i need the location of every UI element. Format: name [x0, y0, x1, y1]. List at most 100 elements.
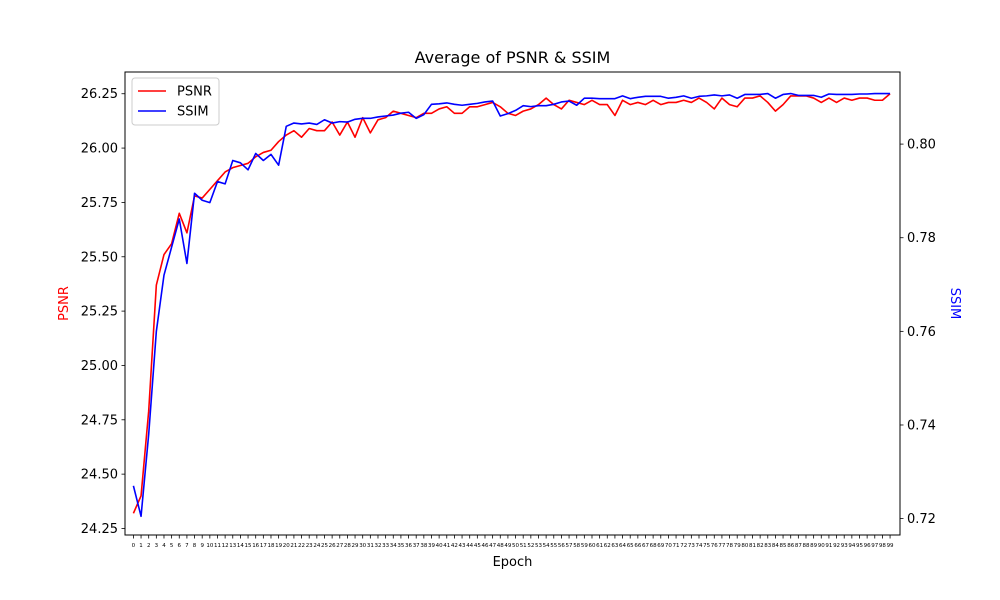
x-tick-label: 37	[413, 543, 420, 549]
x-tick-label: 5	[170, 543, 174, 549]
x-tick-label: 22	[298, 543, 305, 549]
x-tick-label: 56	[558, 543, 565, 549]
x-tick-label: 32	[374, 543, 381, 549]
x-tick-label: 60	[588, 543, 595, 549]
y-right-axis-ticks: 0.72 0.74 0.76 0.78 0.80	[900, 138, 936, 527]
x-tick-label: 46	[481, 543, 488, 549]
x-tick-label: 50	[512, 543, 519, 549]
legend-label-ssim: SSIM	[177, 105, 209, 120]
x-tick-label: 94	[848, 543, 855, 549]
x-tick-label: 33	[382, 543, 389, 549]
x-tick-label: 47	[489, 543, 496, 549]
x-axis-label: Epoch	[493, 555, 533, 570]
x-tick-label: 26	[329, 543, 336, 549]
y-left-axis-label: PSNR	[57, 286, 72, 321]
y-right-tick-label: 0.74	[907, 418, 936, 433]
x-tick-label: 51	[520, 543, 527, 549]
x-tick-label: 36	[405, 543, 412, 549]
x-tick-label: 31	[367, 543, 374, 549]
x-tick-label: 45	[474, 543, 481, 549]
x-tick-label: 1	[139, 543, 143, 549]
x-tick-label: 48	[497, 543, 504, 549]
x-tick-label: 63	[611, 543, 618, 549]
x-tick-label: 93	[841, 543, 848, 549]
x-tick-label: 97	[871, 543, 878, 549]
x-tick-label: 39	[428, 543, 435, 549]
x-tick-label: 28	[344, 543, 351, 549]
x-tick-label: 25	[321, 543, 328, 549]
x-tick-label: 20	[283, 543, 290, 549]
x-tick-label: 49	[504, 543, 511, 549]
series-line-ssim	[132, 92, 891, 518]
x-tick-label: 2	[147, 543, 151, 549]
x-tick-label: 80	[741, 543, 748, 549]
y-right-tick-label: 0.78	[907, 231, 936, 246]
x-axis-ticks: 0 1 2 3 4 5 6 7 8 9 10 11 12 13 14 15 16 17 18 19 20 21 22 23 24…	[132, 535, 894, 549]
x-tick-label: 66	[634, 543, 641, 549]
chart-title: Average of PSNR & SSIM	[415, 48, 611, 67]
y-left-tick-label: 25.50	[81, 250, 118, 265]
y-right-tick-label: 0.80	[907, 138, 936, 153]
x-tick-label: 3	[155, 543, 159, 549]
y-right-axis-label: SSIM	[947, 288, 962, 320]
x-tick-label: 95	[856, 543, 863, 549]
x-tick-label: 91	[825, 543, 832, 549]
x-tick-label: 6	[178, 543, 182, 549]
x-tick-label: 23	[306, 543, 313, 549]
x-tick-label: 0	[132, 543, 136, 549]
x-tick-label: 64	[619, 543, 626, 549]
x-tick-label: 18	[267, 543, 274, 549]
x-tick-label: 78	[726, 543, 733, 549]
y-left-tick-label: 25.25	[81, 305, 118, 320]
x-tick-label: 58	[573, 543, 580, 549]
x-tick-label: 83	[764, 543, 771, 549]
x-tick-label: 14	[237, 543, 244, 549]
x-tick-label: 54	[543, 543, 550, 549]
x-tick-label: 88	[802, 543, 809, 549]
x-tick-label: 74	[695, 543, 702, 549]
y-left-tick-label: 25.75	[81, 196, 118, 211]
x-tick-label: 68	[650, 543, 657, 549]
x-tick-label: 43	[459, 543, 466, 549]
y-left-tick-label: 24.50	[81, 468, 118, 483]
x-tick-label: 19	[275, 543, 282, 549]
x-tick-label: 53	[535, 543, 542, 549]
plot-frame	[124, 71, 901, 536]
x-tick-label: 27	[336, 543, 343, 549]
x-tick-label: 79	[734, 543, 741, 549]
x-tick-label: 65	[627, 543, 634, 549]
x-tick-label: 17	[260, 543, 267, 549]
series-line-psnr	[132, 93, 891, 514]
x-tick-label: 34	[390, 543, 397, 549]
y-left-tick-label: 24.75	[81, 413, 118, 428]
x-tick-label: 70	[665, 543, 672, 549]
x-tick-label: 7	[185, 543, 189, 549]
legend-label-psnr: PSNR	[177, 85, 212, 100]
x-tick-label: 72	[680, 543, 687, 549]
x-tick-label: 96	[864, 543, 871, 549]
x-tick-label: 86	[787, 543, 794, 549]
x-tick-label: 12	[222, 543, 229, 549]
x-tick-label: 62	[604, 543, 611, 549]
x-tick-label: 73	[688, 543, 695, 549]
legend: PSNR SSIM	[131, 77, 220, 126]
x-tick-label: 13	[229, 543, 236, 549]
y-left-tick-label: 24.25	[81, 522, 118, 537]
y-left-tick-label: 25.00	[81, 359, 118, 374]
x-tick-label: 41	[443, 543, 450, 549]
x-tick-label: 85	[780, 543, 787, 549]
x-tick-label: 8	[193, 543, 197, 549]
x-tick-label: 82	[757, 543, 764, 549]
x-tick-label: 57	[566, 543, 573, 549]
x-tick-label: 29	[352, 543, 359, 549]
x-tick-label: 10	[206, 543, 213, 549]
y-right-tick-label: 0.76	[907, 325, 936, 340]
x-tick-label: 40	[436, 543, 443, 549]
x-tick-label: 67	[642, 543, 649, 549]
x-tick-label: 15	[245, 543, 252, 549]
x-tick-label: 98	[879, 543, 886, 549]
x-tick-label: 77	[718, 543, 725, 549]
x-tick-label: 44	[466, 543, 473, 549]
